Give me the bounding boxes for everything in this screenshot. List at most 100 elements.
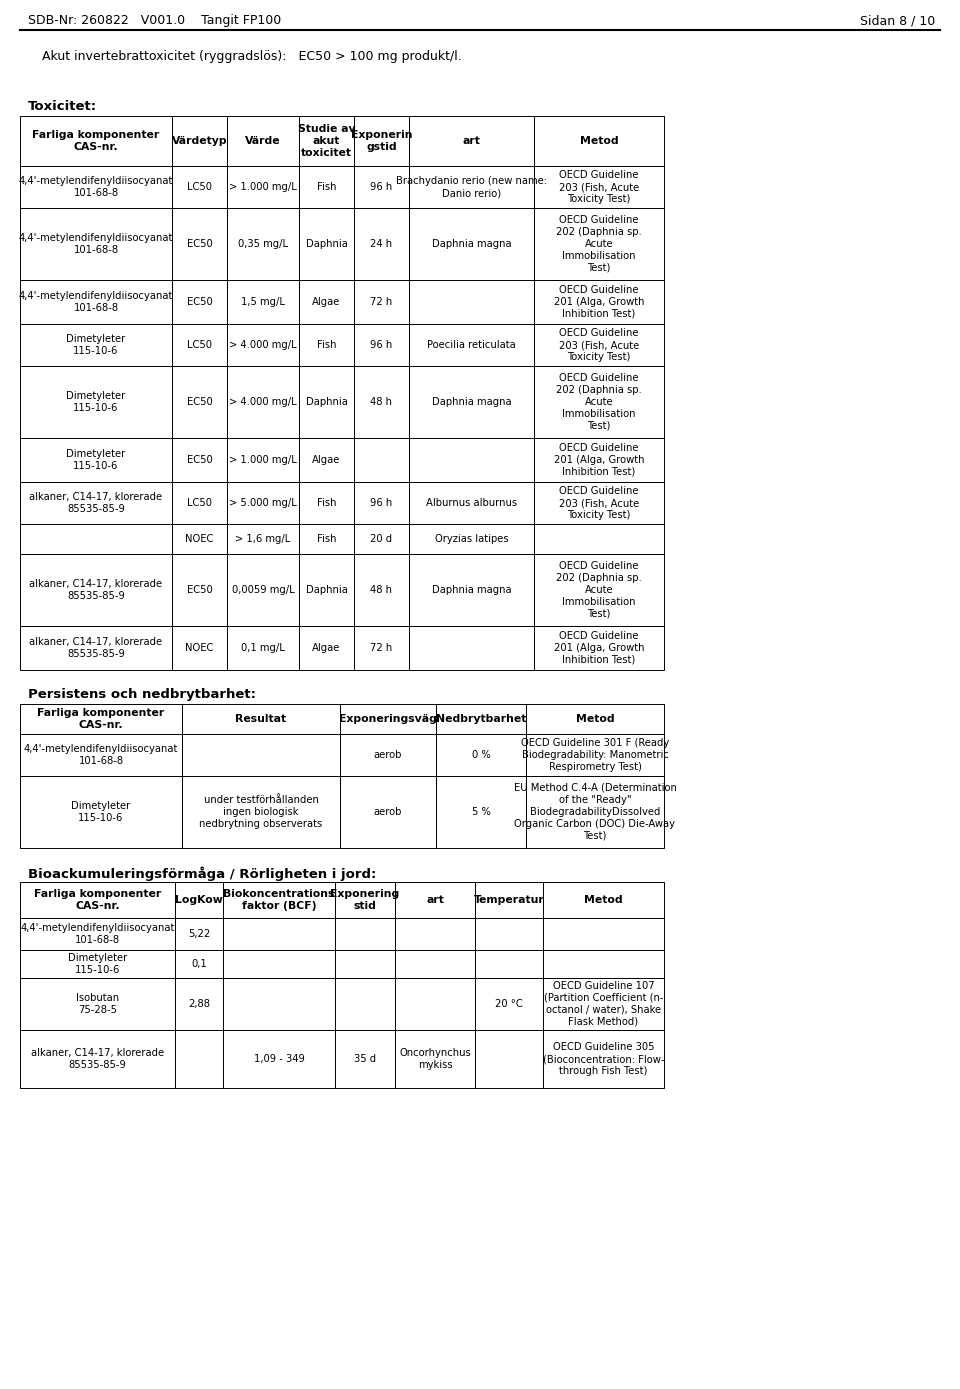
Text: Bioackumuleringsförmåga / Rörligheten i jord:: Bioackumuleringsförmåga / Rörligheten i … [28, 865, 376, 881]
Bar [227, 281, 299, 324]
Bar [409, 208, 534, 281]
Text: Exponerin
gstid: Exponerin gstid [350, 131, 412, 151]
Text: Farliga komponenter
CAS-nr.: Farliga komponenter CAS-nr. [37, 708, 164, 731]
Text: alkaner, C14-17, klorerade
85535-85-9: alkaner, C14-17, klorerade 85535-85-9 [30, 638, 162, 658]
Bar [227, 324, 299, 365]
Text: Daphnia: Daphnia [305, 239, 348, 249]
Bar [475, 950, 543, 978]
Text: Toxicitet:: Toxicitet: [28, 100, 97, 113]
Text: Daphnia: Daphnia [305, 585, 348, 594]
Text: EC50: EC50 [186, 297, 212, 307]
Text: EC50: EC50 [186, 397, 212, 407]
Text: 0,35 mg/L: 0,35 mg/L [238, 239, 288, 249]
Bar [20, 626, 172, 669]
Text: Daphnia magna: Daphnia magna [432, 397, 512, 407]
Text: Daphnia magna: Daphnia magna [432, 239, 512, 249]
Text: 0,1 mg/L: 0,1 mg/L [241, 643, 285, 653]
Text: Exponeringsväg: Exponeringsväg [339, 714, 437, 724]
Bar [172, 438, 227, 482]
Bar [534, 524, 664, 554]
Bar [172, 167, 227, 208]
Text: OECD Guideline
202 (Daphnia sp.
Acute
Immobilisation
Test): OECD Guideline 202 (Daphnia sp. Acute Im… [556, 215, 642, 274]
Text: 2,88: 2,88 [188, 999, 210, 1008]
Bar [299, 438, 354, 482]
Text: OECD Guideline
201 (Alga, Growth
Inhibition Test): OECD Guideline 201 (Alga, Growth Inhibit… [554, 631, 644, 665]
Text: Farliga komponenter
CAS-nr.: Farliga komponenter CAS-nr. [33, 131, 159, 151]
Text: Isobutan
75-28-5: Isobutan 75-28-5 [76, 993, 119, 1015]
Bar [299, 482, 354, 524]
Bar [543, 918, 664, 950]
Bar [223, 918, 335, 950]
Text: alkaner, C14-17, klorerade
85535-85-9: alkaner, C14-17, klorerade 85535-85-9 [30, 492, 162, 514]
Bar [182, 733, 340, 776]
Bar [409, 438, 534, 482]
Bar [534, 482, 664, 524]
Text: 4,4'-metylendifenyldiisocyanat
101-68-8: 4,4'-metylendifenyldiisocyanat 101-68-8 [19, 176, 173, 199]
Bar [20, 167, 172, 208]
Bar [534, 626, 664, 669]
Bar [20, 733, 182, 776]
Text: Daphnia magna: Daphnia magna [432, 585, 512, 594]
Text: 20 °C: 20 °C [495, 999, 523, 1008]
Bar [354, 438, 409, 482]
Bar [436, 704, 526, 733]
Bar [299, 554, 354, 626]
Bar [20, 482, 172, 524]
Bar [20, 324, 172, 365]
Bar [354, 365, 409, 438]
Bar [20, 208, 172, 281]
Text: Dimetyleter
115-10-6: Dimetyleter 115-10-6 [66, 390, 126, 413]
Bar [409, 626, 534, 669]
Bar [543, 882, 664, 918]
Text: OECD Guideline
202 (Daphnia sp.
Acute
Immobilisation
Test): OECD Guideline 202 (Daphnia sp. Acute Im… [556, 561, 642, 619]
Text: Värdetyp: Värdetyp [172, 136, 228, 146]
Bar [172, 524, 227, 554]
Bar [20, 978, 175, 1031]
Bar [409, 281, 534, 324]
Bar [409, 524, 534, 554]
Text: Algae: Algae [312, 456, 341, 465]
Text: LC50: LC50 [187, 499, 212, 508]
Bar [20, 950, 175, 978]
Bar [172, 482, 227, 524]
Bar [340, 733, 436, 776]
Bar [534, 167, 664, 208]
Text: Biokoncentrations
faktor (BCF): Biokoncentrations faktor (BCF) [224, 889, 335, 911]
Bar [543, 1031, 664, 1088]
Text: > 4.000 mg/L: > 4.000 mg/L [229, 397, 297, 407]
Bar [335, 978, 395, 1031]
Bar [526, 733, 664, 776]
Text: 20 d: 20 d [371, 533, 393, 544]
Text: Algae: Algae [312, 297, 341, 307]
Bar [534, 117, 664, 167]
Bar [354, 324, 409, 365]
Text: Persistens och nedbrytbarhet:: Persistens och nedbrytbarhet: [28, 688, 256, 701]
Bar [20, 438, 172, 482]
Text: 96 h: 96 h [371, 340, 393, 350]
Text: 48 h: 48 h [371, 397, 393, 407]
Text: Alburnus alburnus: Alburnus alburnus [426, 499, 517, 508]
Text: 48 h: 48 h [371, 585, 393, 594]
Bar [227, 554, 299, 626]
Text: Akut invertebrattoxicitet (ryggradslös):   EC50 > 100 mg produkt/l.: Akut invertebrattoxicitet (ryggradslös):… [42, 50, 462, 63]
Bar [175, 918, 223, 950]
Text: Fish: Fish [317, 340, 336, 350]
Text: Dimetyleter
115-10-6: Dimetyleter 115-10-6 [71, 801, 131, 824]
Text: Studie av
akut
toxicitet: Studie av akut toxicitet [298, 124, 355, 158]
Text: LC50: LC50 [187, 340, 212, 350]
Bar [227, 482, 299, 524]
Text: 0,0059 mg/L: 0,0059 mg/L [231, 585, 295, 594]
Bar [20, 1031, 175, 1088]
Bar [354, 626, 409, 669]
Text: Sidan 8 / 10: Sidan 8 / 10 [860, 14, 935, 26]
Bar [172, 208, 227, 281]
Text: 4,4'-metylendifenyldiisocyanat
101-68-8: 4,4'-metylendifenyldiisocyanat 101-68-8 [24, 745, 179, 765]
Bar [354, 281, 409, 324]
Bar [227, 208, 299, 281]
Text: Värde: Värde [245, 136, 281, 146]
Text: Oncorhynchus
mykiss: Oncorhynchus mykiss [399, 1047, 470, 1070]
Bar [395, 950, 475, 978]
Bar [475, 1031, 543, 1088]
Bar [526, 776, 664, 849]
Bar [175, 1031, 223, 1088]
